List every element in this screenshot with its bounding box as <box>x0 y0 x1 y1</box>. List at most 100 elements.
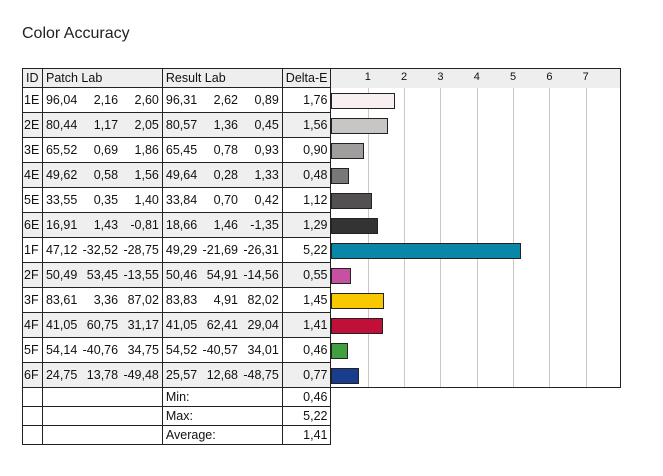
gridline <box>476 187 478 213</box>
x-tick-label: 3 <box>437 71 444 83</box>
x-tick-label: 6 <box>546 71 553 83</box>
x-tick-label: 5 <box>510 71 517 83</box>
gridline <box>476 87 478 113</box>
gridline <box>549 187 551 213</box>
summary-label: Average: <box>161 425 283 445</box>
result-lab-value: 1,36 <box>213 118 238 132</box>
patch-lab-value: 1,17 <box>93 118 119 132</box>
bar-cell <box>330 212 621 238</box>
delta-e-value: 0,48 <box>281 162 332 188</box>
result-lab-value: 4,91 <box>213 293 238 307</box>
patch-id: 3E <box>22 137 43 163</box>
table-row: 3F 83,61 3,36 87,02 83,83 4,91 82,02 1,45 <box>22 287 621 313</box>
result-lab-value: 82,02 <box>247 293 279 307</box>
result-lab-value: 0,89 <box>254 93 279 107</box>
result-lab-cell: 96,31 2,62 0,89 <box>161 87 283 113</box>
result-lab-value: 96,31 <box>165 93 198 107</box>
summary-row: Max: 5,22 <box>22 406 621 426</box>
bar-cell <box>330 87 621 113</box>
gridline <box>440 337 442 363</box>
gridline <box>476 162 478 188</box>
header-delta-e: Delta-E <box>281 68 332 88</box>
patch-lab-value: 2,60 <box>134 93 159 107</box>
patch-lab-value: 41,05 <box>45 318 78 332</box>
gridline <box>585 362 587 387</box>
gridline <box>440 212 442 238</box>
patch-lab-value: 87,02 <box>127 293 159 307</box>
header-patch-lab: Patch Lab <box>41 68 163 88</box>
table-row: 2F 50,49 53,45 -13,55 50,46 54,91 -14,56 0,55 <box>22 262 621 288</box>
patch-id: 6E <box>22 212 43 238</box>
result-lab-cell: 33,84 0,70 0,42 <box>161 187 283 213</box>
gridline <box>367 262 369 288</box>
delta-e-value: 0,55 <box>281 262 332 288</box>
result-lab-value: 0,42 <box>254 193 279 207</box>
patch-lab-value: 49,62 <box>45 168 78 182</box>
result-lab-value: 2,62 <box>213 93 238 107</box>
delta-e-value: 1,12 <box>281 187 332 213</box>
delta-e-value: 1,45 <box>281 287 332 313</box>
patch-lab-value: 1,86 <box>134 143 159 157</box>
patch-id: 5E <box>22 187 43 213</box>
table-row: 5E 33,55 0,35 1,40 33,84 0,70 0,42 1,12 <box>22 187 621 213</box>
result-lab-cell: 25,57 12,68 -48,75 <box>161 362 283 388</box>
result-lab-cell: 80,57 1,36 0,45 <box>161 112 283 138</box>
gridline <box>440 162 442 188</box>
patch-lab-cell: 33,55 0,35 1,40 <box>41 187 163 213</box>
patch-lab-value: 50,49 <box>45 268 78 282</box>
result-lab-value: -40,57 <box>202 343 238 357</box>
bar-cell <box>330 262 621 288</box>
table-row: 4E 49,62 0,58 1,56 49,64 0,28 1,33 0,48 <box>22 162 621 188</box>
patch-lab-cell: 24,75 13,78 -49,48 <box>41 362 163 388</box>
patch-lab-value: 1,43 <box>93 218 119 232</box>
gridline <box>440 112 442 138</box>
patch-id: 3F <box>22 287 43 313</box>
patch-lab-value: 1,56 <box>134 168 159 182</box>
gridline <box>513 287 515 313</box>
bar-cell <box>330 337 621 363</box>
patch-lab-value: -40,76 <box>82 343 119 357</box>
x-tick-label: 2 <box>401 71 408 83</box>
patch-lab-value: -0,81 <box>130 218 159 232</box>
patch-lab-cell: 16,91 1,43 -0,81 <box>41 212 163 238</box>
gridline <box>585 287 587 313</box>
gridline <box>404 187 406 213</box>
table-row: 6F 24,75 13,78 -49,48 25,57 12,68 -48,75 0,77 <box>22 362 621 388</box>
gridline <box>367 362 369 387</box>
patch-lab-value: 2,16 <box>93 93 119 107</box>
bar-cell <box>330 362 621 388</box>
gridline <box>549 262 551 288</box>
chart-title: Color Accuracy <box>22 25 130 42</box>
gridline <box>585 137 587 163</box>
gridline <box>367 162 369 188</box>
empty-area <box>330 425 621 445</box>
result-lab-value: 65,45 <box>165 143 198 157</box>
x-tick-label: 7 <box>582 71 589 83</box>
gridline <box>513 162 515 188</box>
table-row: 1E 96,04 2,16 2,60 96,31 2,62 0,89 1,76 <box>22 87 621 113</box>
patch-lab-value: 96,04 <box>45 93 78 107</box>
gridline <box>440 312 442 338</box>
patch-lab-cell: 96,04 2,16 2,60 <box>41 87 163 113</box>
x-tick-label: 1 <box>364 71 371 83</box>
delta-e-value: 1,41 <box>281 312 332 338</box>
bar-cell <box>330 187 621 213</box>
gridline <box>513 137 515 163</box>
gridline <box>549 87 551 113</box>
header-row: ID Patch Lab Result Lab Delta-E 1 2 3 4 5 6 7 <box>22 68 621 88</box>
patch-id: 2F <box>22 262 43 288</box>
result-lab-value: 50,46 <box>165 268 198 282</box>
result-lab-cell: 65,45 0,78 0,93 <box>161 137 283 163</box>
result-lab-cell: 41,05 62,41 29,04 <box>161 312 283 338</box>
result-lab-cell: 54,52 -40,57 34,01 <box>161 337 283 363</box>
gridline <box>404 362 406 387</box>
patch-lab-value: 65,52 <box>45 143 78 157</box>
bar-1E <box>331 92 396 109</box>
patch-id: 6F <box>22 362 43 388</box>
summary-value: 0,46 <box>281 387 332 407</box>
result-lab-value: 1,33 <box>254 168 279 182</box>
patch-lab-value: 60,75 <box>86 318 119 332</box>
patch-lab-value: 34,75 <box>127 343 159 357</box>
summary-value: 1,41 <box>281 425 332 445</box>
result-lab-value: -26,31 <box>243 243 279 257</box>
